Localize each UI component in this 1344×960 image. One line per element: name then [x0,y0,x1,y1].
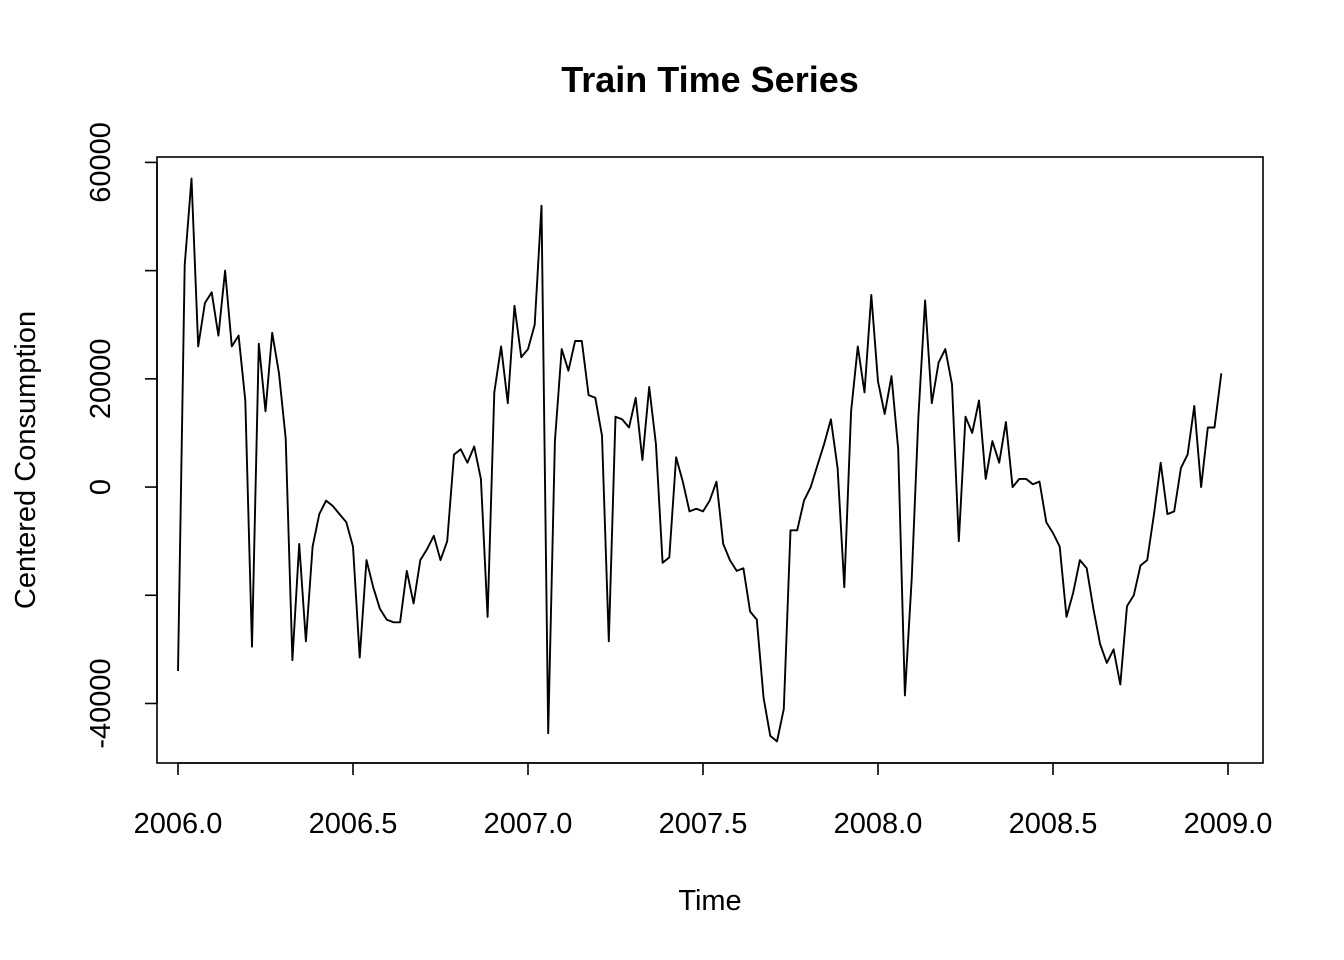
chart-title: Train Time Series [561,59,859,100]
y-tick-label: 20000 [85,339,117,420]
x-axis-label: Time [678,885,741,917]
x-axis: 2006.0 2006.5 2007.0 2007.5 2008.0 2008.5 2009… [134,762,1273,840]
x-tick-label: 2006.0 [134,808,223,840]
consumption-series-line [177,177,1223,743]
x-tick-label: 2007.0 [484,808,573,840]
y-axis: -40000 0 20000 60000 [85,122,158,749]
x-tick-label: 2008.5 [1009,808,1098,840]
y-axis-label: Centered Consumption [10,311,42,609]
x-tick-label: 2006.5 [309,808,398,840]
y-tick-label: 0 [85,479,117,495]
plot-frame [156,156,1264,764]
x-tick-label: 2009.0 [1184,808,1273,840]
y-tick-label: 60000 [85,122,117,203]
y-tick-label: -40000 [85,658,117,748]
x-tick-label: 2008.0 [834,808,923,840]
x-tick-label: 2007.5 [659,808,748,840]
